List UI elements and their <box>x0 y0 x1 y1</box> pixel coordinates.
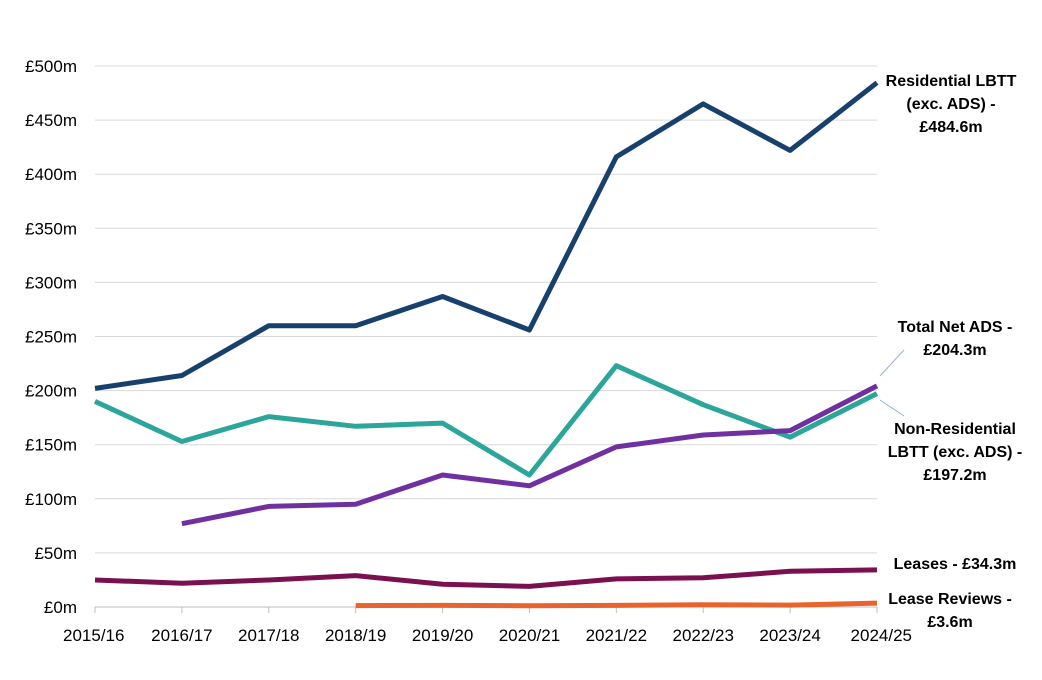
x-tick-label: 2023/24 <box>759 626 820 645</box>
y-tick-label: £500m <box>25 57 77 76</box>
series-label-4: Lease Reviews - <box>888 591 1012 608</box>
x-tick-label: 2022/23 <box>672 626 733 645</box>
series-label-1: LBTT (exc. ADS) - <box>888 444 1023 461</box>
x-tick-label: 2021/22 <box>586 626 647 645</box>
y-tick-label: £100m <box>25 490 77 509</box>
x-tick-label: 2016/17 <box>151 626 212 645</box>
series-line-3 <box>94 567 878 589</box>
series-label-2: £204.3m <box>923 342 986 359</box>
series-line-0 <box>94 80 879 391</box>
x-tick-label: 2020/21 <box>499 626 560 645</box>
x-tick-label: 2024/25 <box>851 626 912 645</box>
leader-line-non-residential <box>879 399 905 417</box>
series-lines <box>93 80 879 609</box>
series-label-4: £3.6m <box>927 614 972 631</box>
y-tick-label: £250m <box>25 328 77 347</box>
series-label-0: £484.6m <box>919 119 982 136</box>
series-label-0: (exc. ADS) - <box>906 96 995 113</box>
x-tick-label: 2017/18 <box>238 626 299 645</box>
x-tick-label: 2019/20 <box>412 626 473 645</box>
series-line-4 <box>355 600 878 609</box>
series-label-0: Residential LBTT <box>886 73 1017 90</box>
y-tick-label: £200m <box>25 382 77 401</box>
x-tick-label: 2018/19 <box>325 626 386 645</box>
y-tick-label: £400m <box>25 165 77 184</box>
y-tick-label: £350m <box>25 219 77 238</box>
y-tick-label: £150m <box>25 436 77 455</box>
gridlines <box>95 65 877 554</box>
series-label-1: £197.2m <box>923 467 986 484</box>
y-tick-label: £450m <box>25 111 77 130</box>
series-line-1 <box>93 363 879 478</box>
series-label-1: Non-Residential <box>894 421 1016 438</box>
y-tick-label: £300m <box>25 273 77 292</box>
series-line-2 <box>181 383 879 527</box>
series-label-3: Leases - £34.3m <box>894 556 1017 573</box>
y-tick-label: £50m <box>34 544 77 563</box>
series-labels: Residential LBTT (exc. ADS) - £484.6m Non-R… <box>879 73 1023 631</box>
x-tick-label: 2015/16 <box>63 626 124 645</box>
y-tick-label: £0m <box>44 598 77 617</box>
series-label-2: Total Net ADS - <box>898 319 1013 336</box>
axes: £0m £50m £100m £150m £200m £250m £300m £350m £40… <box>25 57 912 645</box>
leader-line-ads <box>879 349 905 377</box>
